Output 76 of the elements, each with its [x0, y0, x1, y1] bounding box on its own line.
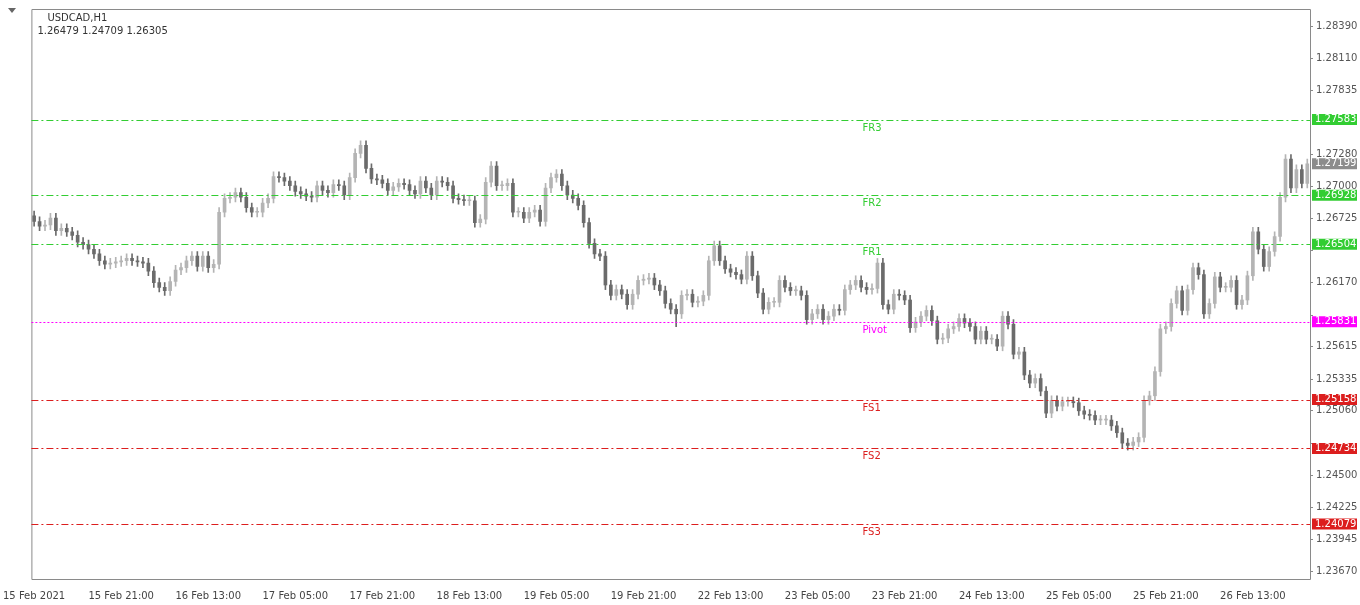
candlestick — [277, 171, 281, 183]
x-tick-label: 24 Feb 13:00 — [958, 589, 1025, 601]
candlestick — [108, 258, 113, 270]
x-tick-label: 17 Feb 05:00 — [262, 589, 329, 601]
ref-line-label: FR3 — [862, 122, 882, 134]
text: 1.25831 — [1315, 315, 1357, 327]
candlestick — [255, 207, 260, 218]
candlestick — [440, 176, 445, 188]
candlestick — [402, 178, 406, 190]
candlestick — [478, 214, 483, 228]
chart-title: USDCAD,H1 — [47, 11, 108, 23]
candlestick — [81, 237, 85, 250]
x-tick-label: 18 Feb 13:00 — [436, 589, 503, 601]
candlestick — [413, 185, 417, 199]
candlestick — [500, 180, 504, 191]
text: 1.24079 — [1315, 517, 1357, 529]
candlestick — [897, 289, 902, 301]
y-tick-label: 1.25335 — [1316, 372, 1358, 384]
x-tick-label: 22 Feb 13:00 — [697, 589, 764, 601]
candlestick — [772, 297, 776, 308]
candlestick — [64, 223, 69, 237]
y-tick-label: 1.23670 — [1316, 564, 1358, 576]
candlestick — [685, 289, 689, 301]
x-tick-label: 19 Feb 21:00 — [610, 589, 677, 601]
x-tick-label: 23 Feb 05:00 — [784, 589, 851, 601]
y-tick-label: 1.26725 — [1316, 212, 1358, 224]
y-tick-label: 1.25060 — [1316, 404, 1358, 416]
candlestick — [734, 267, 738, 280]
ref-line-label: FR2 — [862, 197, 882, 209]
candlestick — [462, 194, 466, 206]
candlestick — [1071, 396, 1076, 408]
candlestick — [870, 283, 874, 295]
candlestick — [326, 185, 330, 198]
text: 1.27199 — [1315, 157, 1357, 169]
x-tick-label: 23 Feb 21:00 — [871, 589, 938, 601]
y-tick-label: 1.26170 — [1316, 276, 1358, 288]
y-tick-label: 1.23945 — [1316, 533, 1358, 545]
candlestick — [647, 273, 651, 285]
y-tick-label: 1.27280 — [1316, 148, 1358, 160]
candlestick — [1017, 347, 1021, 360]
y-tick-label: 1.24500 — [1316, 469, 1358, 481]
x-tick-label: 15 Feb 2021 — [3, 589, 66, 601]
ref-line-label: FS1 — [862, 402, 881, 414]
ref-line-label: Pivot — [862, 324, 888, 336]
x-tick-label: 26 Feb 13:00 — [1220, 589, 1286, 601]
text: 1.26928 — [1315, 188, 1357, 200]
x-tick-label: 16 Feb 13:00 — [175, 589, 242, 601]
candlestick — [59, 223, 64, 236]
y-tick-label: 1.27835 — [1316, 84, 1358, 96]
candlestick — [162, 282, 167, 296]
text: 1.25158 — [1315, 393, 1357, 405]
x-tick-label: 19 Feb 05:00 — [523, 589, 590, 601]
text: 1.24734 — [1315, 442, 1357, 454]
candlestick — [532, 205, 537, 218]
ref-line-label: FS2 — [862, 450, 881, 462]
candlestick — [179, 262, 183, 275]
y-tick-label: 1.24225 — [1316, 500, 1358, 512]
candlestick — [696, 296, 700, 308]
candlestick — [130, 253, 134, 266]
y-tick-label: 1.28110 — [1316, 52, 1358, 64]
ref-line-label: FS3 — [862, 526, 881, 538]
text: 1.26504 — [1315, 237, 1357, 249]
candlestick — [989, 334, 994, 345]
x-tick-label: 25 Feb 05:00 — [1045, 589, 1112, 601]
x-tick-label: 25 Feb 21:00 — [1133, 589, 1199, 601]
candlestick — [940, 333, 945, 345]
text: 1.26479 1.24709 1.26305 — [37, 24, 168, 36]
candlestick — [119, 255, 124, 267]
x-tick-label: 15 Feb 21:00 — [88, 589, 154, 601]
y-tick-label: 1.25615 — [1316, 340, 1358, 352]
x-tick-label: 17 Feb 21:00 — [349, 589, 416, 601]
text: 1.27583 — [1315, 113, 1357, 125]
y-tick-label: 1.28390 — [1316, 20, 1358, 32]
candlestick — [794, 285, 798, 296]
ref-line-label: FR1 — [862, 246, 882, 258]
candlestick — [375, 173, 379, 185]
